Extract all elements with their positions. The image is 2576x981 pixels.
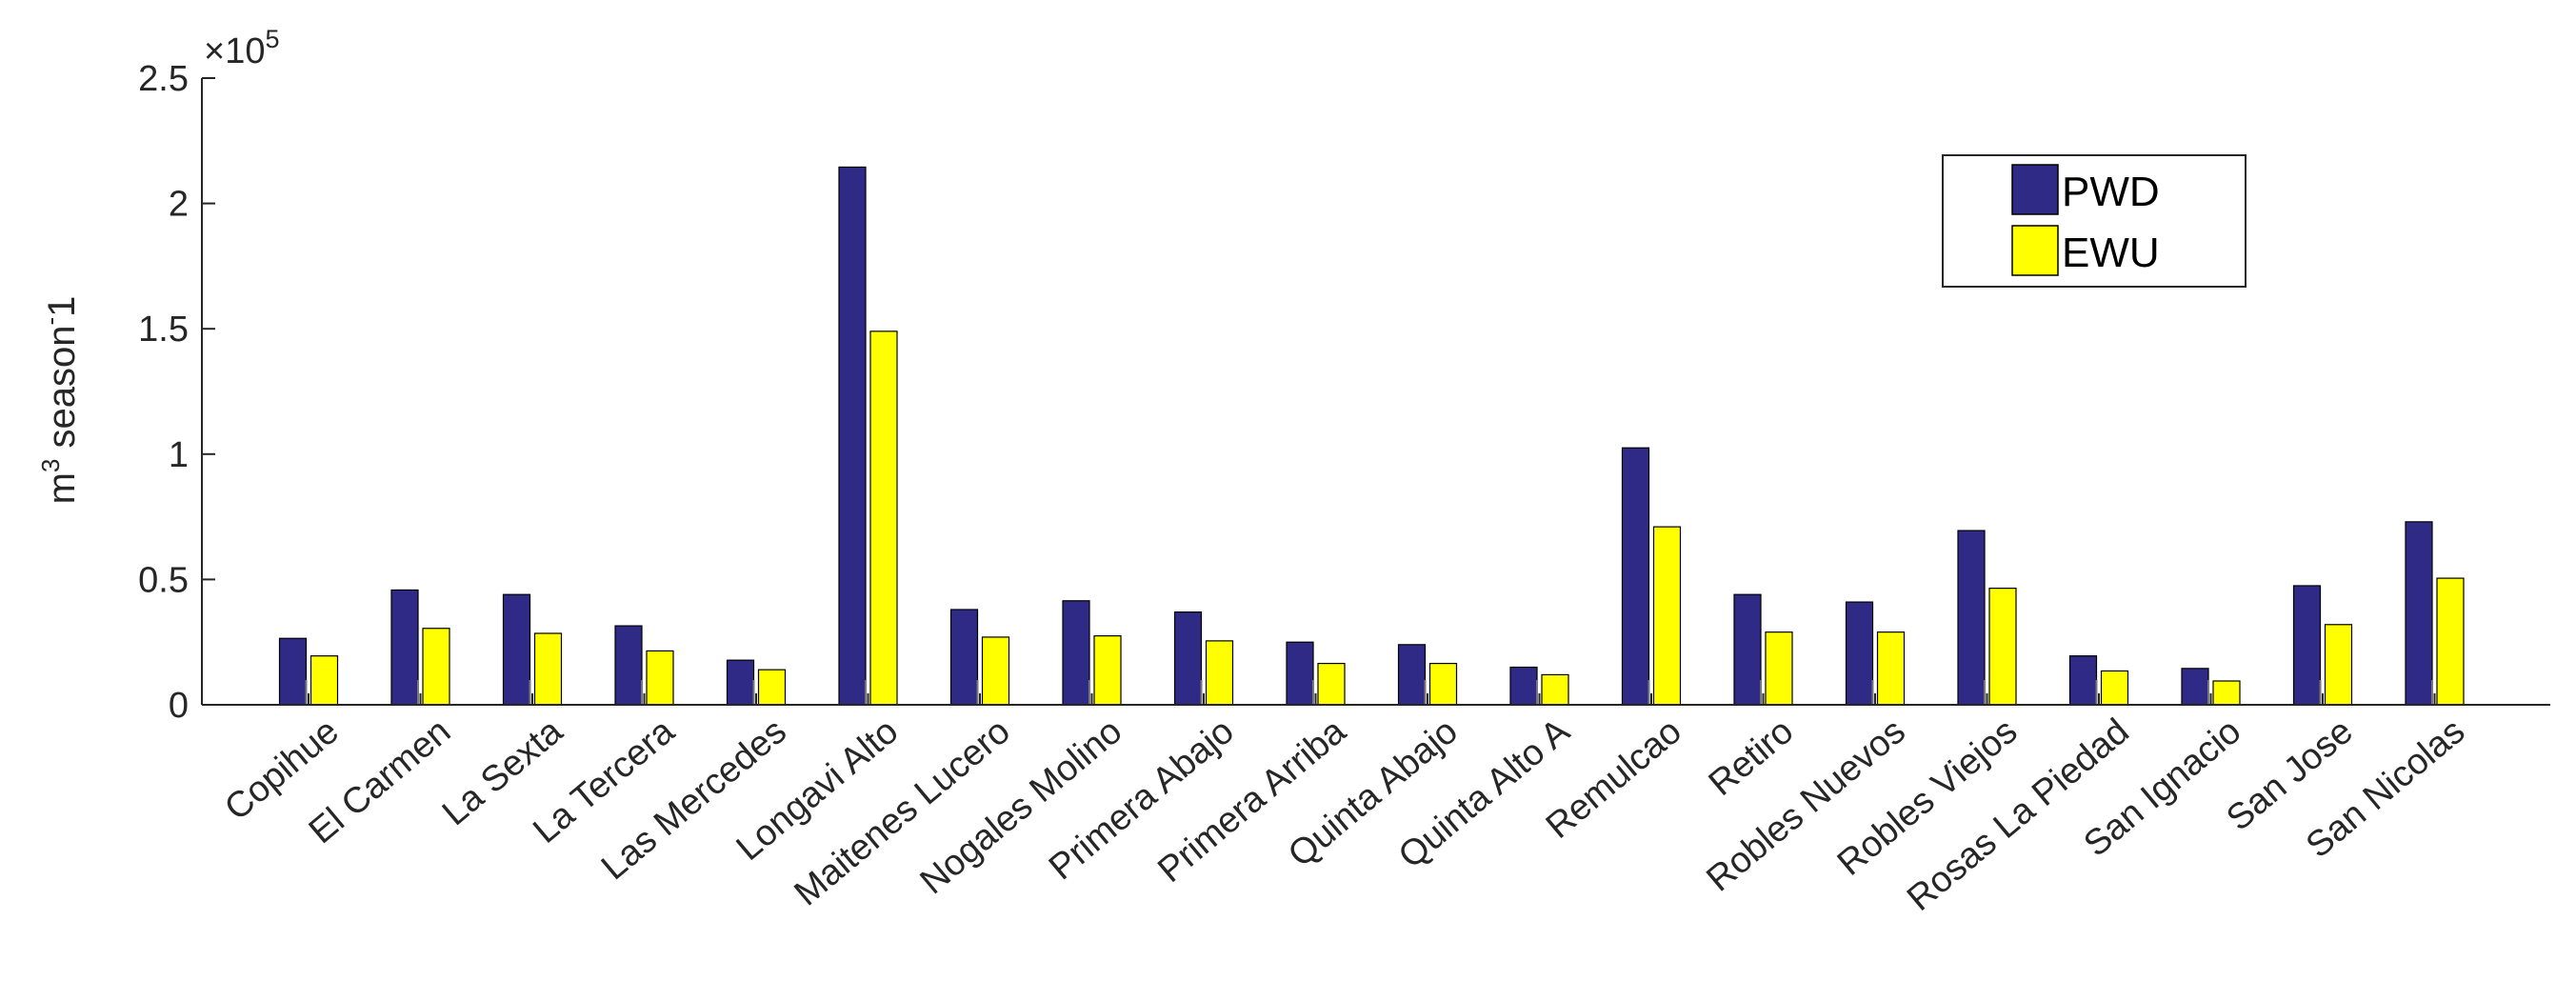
bar-pwd-2 (502, 593, 531, 706)
bar-ewu-15 (1988, 588, 2017, 706)
bar-pwd-6 (949, 609, 979, 706)
y-axis-label-mid: season (41, 326, 83, 459)
legend-label-pwd: PWD (2062, 169, 2160, 215)
y-tick-label-0: 0 (169, 686, 189, 726)
y-tick-label-5: 2.5 (138, 59, 189, 99)
bar-ewu-11 (1541, 673, 1569, 706)
bar-ewu-19 (2436, 577, 2465, 706)
y-tick-label-2: 1 (169, 435, 189, 475)
bar-ewu-6 (981, 636, 1010, 706)
bar-pwd-10 (1397, 644, 1427, 706)
bar-ewu-8 (1205, 640, 1234, 706)
y-tick-label-4: 2 (169, 185, 189, 225)
y-axis-label-sup2: - (36, 317, 65, 326)
y-axis-label: m3 season-1 (36, 296, 83, 505)
bar-pwd-8 (1173, 611, 1203, 706)
y-axis-label-sup: 3 (36, 459, 65, 472)
bar-pwd-13 (1733, 593, 1762, 706)
y-axis-label-group: m3 season-1 (36, 296, 83, 505)
bar-ewu-18 (2324, 624, 2353, 706)
bar-ewu-4 (757, 669, 787, 706)
bar-ewu-0 (310, 655, 339, 706)
bar-pwd-19 (2405, 521, 2433, 706)
bar-ewu-1 (422, 628, 450, 706)
axes-layer: 0 0.5 1 1.5 2 2.5 (138, 59, 2550, 726)
x-tick-label-13: Retiro (1702, 711, 1802, 804)
bar-pwd-11 (1509, 666, 1538, 706)
y-exponent-prefix: ×10 (204, 31, 265, 71)
legend: PWD EWU (1942, 154, 2247, 288)
legend-swatch-pwd (2011, 164, 2059, 215)
bar-ewu-16 (2100, 670, 2129, 706)
bar-ewu-3 (646, 650, 674, 706)
bar-ewu-9 (1317, 662, 1346, 706)
x-tick-label-14: Robles Nuevos (1699, 711, 1912, 900)
legend-box (1942, 154, 2247, 288)
bar-pwd-17 (2181, 668, 2209, 706)
bar-ewu-5 (869, 330, 898, 706)
y-axis-label-end: 1 (41, 296, 83, 317)
bar-pwd-14 (1845, 601, 1874, 706)
bar-pwd-4 (726, 659, 755, 706)
bar-pwd-0 (278, 637, 308, 706)
y-exponent-power: 5 (265, 25, 279, 53)
bar-ewu-10 (1428, 662, 1458, 706)
bar-pwd-18 (2292, 585, 2322, 706)
bar-ewu-12 (1652, 526, 1682, 706)
bar-pwd-9 (1286, 641, 1314, 706)
x-tick-label-7: Nogales Molino (913, 711, 1130, 903)
bar-pwd-12 (1621, 447, 1650, 706)
bar-pwd-1 (390, 589, 419, 706)
y-tick-label-3: 1.5 (138, 310, 189, 350)
y-axis-label-base: m (41, 472, 83, 504)
legend-swatch-ewu (2011, 225, 2059, 276)
bar-ewu-7 (1093, 635, 1122, 706)
y-exponent-label: ×105 (204, 25, 280, 71)
bar-ewu-17 (2212, 680, 2241, 706)
legend-label-ewu: EWU (2062, 230, 2160, 276)
bar-pwd-5 (838, 166, 867, 706)
bar-ewu-13 (1765, 631, 1793, 706)
bar-pwd-3 (614, 625, 643, 706)
x-tick-label-9: Primera Arriba (1150, 711, 1354, 891)
bars-layer (278, 166, 2465, 706)
bar-ewu-2 (533, 632, 563, 706)
bar-ewu-14 (1876, 631, 1906, 706)
bar-pwd-7 (1062, 600, 1090, 706)
bar-pwd-15 (1957, 530, 1986, 706)
bar-pwd-16 (2068, 655, 2098, 706)
y-tick-label-1: 0.5 (138, 560, 189, 600)
